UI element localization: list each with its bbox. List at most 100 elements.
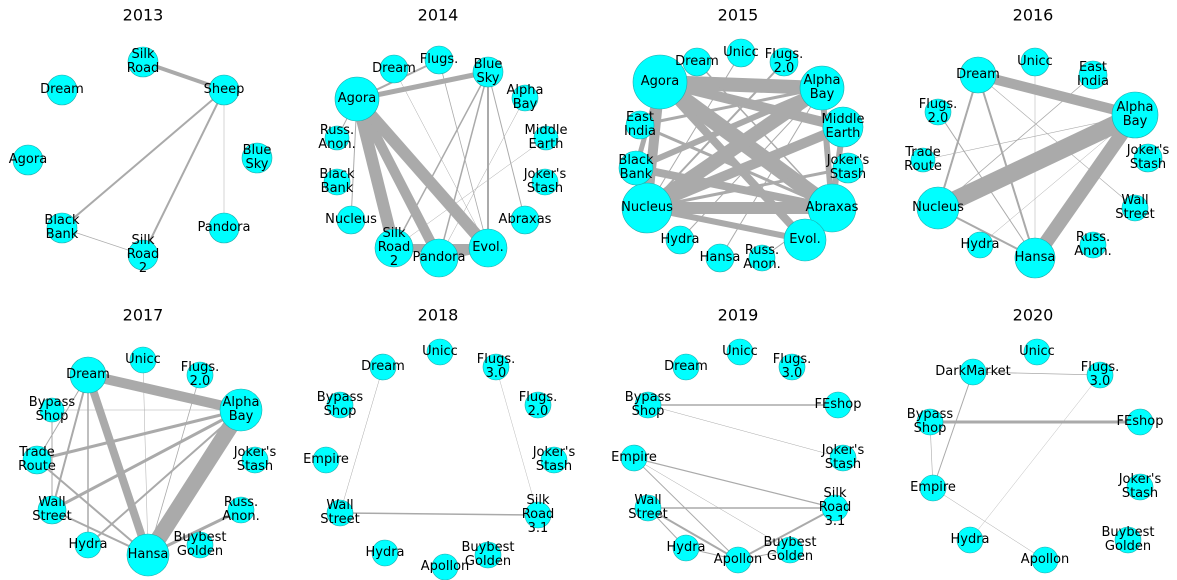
network-panel bbox=[312, 338, 568, 580]
node bbox=[424, 45, 454, 75]
edge bbox=[972, 371, 1101, 376]
node bbox=[524, 501, 552, 529]
edge bbox=[51, 374, 89, 511]
node-label: Russ. Anon. bbox=[222, 495, 260, 524]
node-label: Black Bank bbox=[319, 167, 355, 196]
node-label: Dream bbox=[675, 54, 719, 69]
node-label: Silk Road bbox=[126, 47, 160, 76]
node bbox=[682, 47, 712, 77]
node bbox=[1133, 143, 1163, 173]
node bbox=[334, 76, 380, 122]
node-label: Hydra bbox=[960, 237, 1000, 252]
node-label: Joker's Stash bbox=[821, 443, 865, 472]
node-label: Pandora bbox=[197, 220, 251, 235]
edge bbox=[979, 114, 1136, 246]
node-label: Nucleus bbox=[912, 200, 964, 215]
edge bbox=[61, 89, 225, 229]
node bbox=[129, 346, 157, 374]
node bbox=[22, 445, 52, 475]
node bbox=[910, 147, 936, 173]
node bbox=[186, 361, 214, 389]
node bbox=[371, 539, 399, 567]
panel-title: 2018 bbox=[417, 305, 459, 325]
edge bbox=[51, 408, 242, 512]
edge bbox=[696, 61, 833, 209]
panel-title: 2020 bbox=[1012, 305, 1054, 325]
node-label: Flugs. 3.0 bbox=[476, 352, 516, 381]
node-label: Joker's Stash bbox=[523, 167, 567, 196]
node bbox=[419, 238, 459, 278]
node bbox=[227, 496, 255, 524]
edge bbox=[87, 409, 242, 546]
node bbox=[324, 125, 350, 151]
node bbox=[783, 218, 827, 262]
node bbox=[241, 446, 269, 474]
edge bbox=[977, 74, 1136, 209]
node bbox=[326, 391, 354, 419]
node bbox=[1126, 473, 1154, 501]
node bbox=[634, 391, 662, 419]
node bbox=[46, 74, 78, 106]
node bbox=[241, 142, 273, 174]
edge bbox=[737, 507, 836, 561]
node-label: Silk Road 2 bbox=[377, 226, 411, 269]
node-label: East India bbox=[624, 110, 656, 139]
node bbox=[531, 168, 559, 196]
edge bbox=[634, 85, 824, 171]
node-label: DarkMarket bbox=[935, 364, 1011, 379]
node bbox=[510, 205, 540, 235]
node-label: Bypass Shop bbox=[316, 390, 364, 419]
node bbox=[1126, 408, 1154, 436]
edge bbox=[646, 166, 849, 210]
node-label: Trade Route bbox=[904, 145, 942, 174]
edge bbox=[639, 123, 833, 210]
node-label: Evol. bbox=[472, 240, 504, 255]
node bbox=[807, 183, 857, 233]
node bbox=[46, 212, 78, 244]
edge bbox=[438, 71, 489, 259]
edge bbox=[393, 137, 547, 249]
edge bbox=[937, 74, 1094, 209]
node bbox=[431, 553, 459, 580]
node bbox=[127, 239, 159, 271]
node bbox=[39, 397, 65, 423]
node-label: Russ. Anon. bbox=[1074, 230, 1112, 259]
node-label: Flugs. 2.0 bbox=[764, 47, 804, 76]
network-panel bbox=[323, 45, 559, 278]
node bbox=[956, 526, 984, 554]
node-label: Pandora bbox=[412, 250, 466, 265]
edge bbox=[147, 374, 201, 556]
edge bbox=[438, 97, 526, 259]
node-label: Dream bbox=[664, 359, 708, 374]
edge bbox=[633, 457, 739, 561]
node bbox=[799, 65, 845, 111]
node bbox=[632, 54, 688, 110]
node-label: Nucleus bbox=[621, 200, 673, 215]
node bbox=[1031, 546, 1059, 574]
edge bbox=[932, 487, 1046, 561]
node-label: Joker's Stash bbox=[1126, 143, 1170, 172]
node bbox=[726, 38, 756, 68]
node-label: Joker's Stash bbox=[532, 445, 576, 474]
edge bbox=[932, 371, 974, 489]
edge bbox=[657, 79, 808, 243]
edge bbox=[977, 74, 1036, 259]
network-panel bbox=[916, 338, 1154, 574]
node bbox=[37, 495, 67, 525]
node-label: Apollon bbox=[420, 559, 470, 574]
node-label: Middle Earth bbox=[524, 123, 568, 152]
node bbox=[620, 444, 648, 472]
edge bbox=[639, 86, 823, 127]
node-label: Bypass Shop bbox=[906, 407, 954, 436]
node-label: Buybest Golden bbox=[763, 535, 817, 564]
node bbox=[323, 168, 351, 196]
node-label: Alpha Bay bbox=[506, 83, 544, 112]
node-label: Dream bbox=[361, 359, 405, 374]
node-label: Hydra bbox=[660, 232, 700, 247]
node bbox=[426, 338, 454, 366]
edge bbox=[647, 404, 844, 459]
edge bbox=[351, 97, 400, 250]
node bbox=[1086, 361, 1114, 389]
edge bbox=[934, 106, 1139, 217]
